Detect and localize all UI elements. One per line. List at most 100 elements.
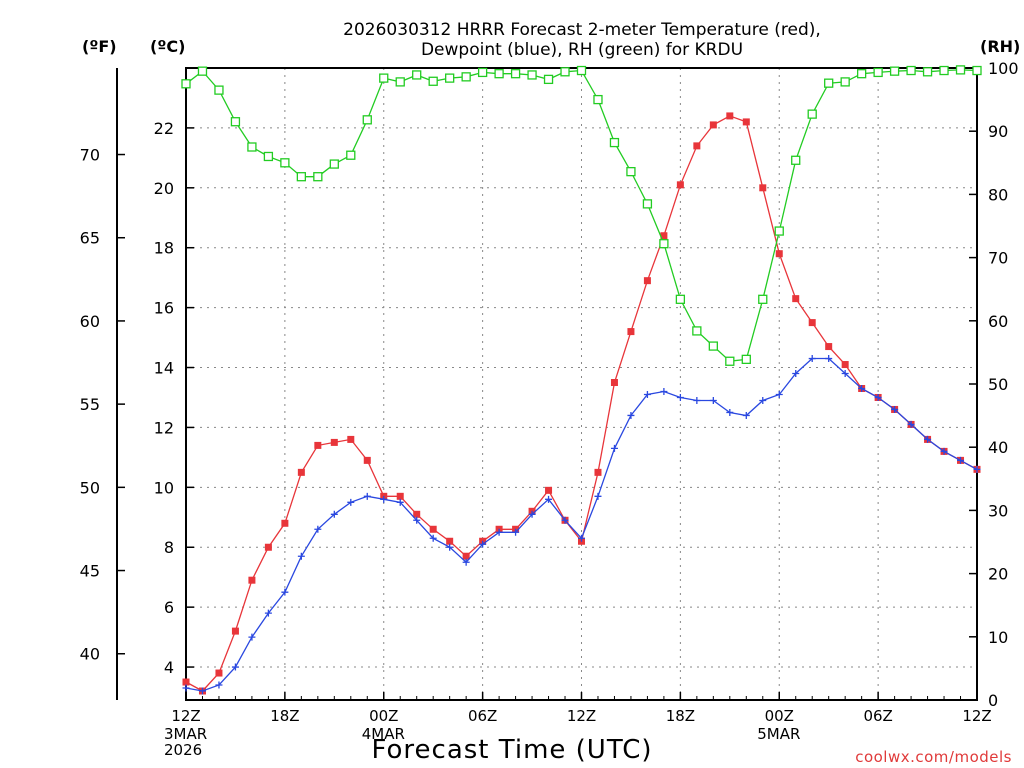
dewpoint-point	[907, 420, 915, 428]
rh-point	[214, 85, 224, 95]
rh-tick-label: 40	[988, 438, 1008, 457]
rh-tick-label: 10	[988, 628, 1008, 647]
rh-point	[609, 137, 620, 148]
celsius-axis-unit: (ºC)	[150, 37, 185, 56]
rh-point	[477, 67, 488, 78]
rh-tick-label: 90	[988, 122, 1008, 141]
celsius-tick-label: 10	[154, 478, 174, 497]
celsius-tick-label: 16	[154, 299, 174, 318]
x-date-label: 2026	[164, 741, 202, 759]
rh-point	[181, 79, 191, 89]
rh-point	[230, 117, 241, 127]
dewpoint-point	[396, 498, 404, 506]
rh-point	[626, 166, 636, 177]
celsius-tick-label: 12	[154, 418, 174, 437]
rh-point	[296, 172, 307, 182]
rh-tick-label: 70	[988, 249, 1008, 268]
dewpoint-point	[924, 435, 932, 443]
fahrenheit-tick-label: 65	[80, 229, 100, 248]
celsius-tick-label: 22	[154, 119, 174, 138]
rh-point	[873, 67, 883, 78]
dewpoint-point	[330, 510, 338, 518]
dewpoint-point	[874, 393, 882, 401]
temperature-point	[363, 456, 371, 464]
temperature-point	[281, 519, 289, 527]
fahrenheit-tick-label: 40	[80, 645, 100, 664]
rh-point	[346, 150, 356, 160]
rh-point	[362, 115, 372, 125]
x-date-label: 3MAR	[164, 725, 207, 743]
rh-point	[510, 69, 521, 79]
temperature-point	[726, 112, 734, 120]
temperature-point	[676, 181, 684, 189]
x-tick-label: 06Z	[468, 707, 497, 725]
x-tick-label: 18Z	[666, 707, 695, 725]
dewpoint-point	[594, 492, 602, 500]
dewpoint-point	[479, 540, 487, 548]
dewpoint-point	[363, 492, 371, 500]
rh-point	[494, 69, 504, 79]
dewpoint-point	[347, 498, 355, 506]
dewpoint-point	[627, 411, 635, 419]
dewpoint-point	[446, 543, 454, 551]
rh-point	[774, 226, 784, 236]
x-tick-label: 00Z	[765, 707, 794, 725]
x-date-label: 5MAR	[757, 725, 800, 743]
rh-tick-label: 30	[988, 501, 1008, 520]
dewpoint-point	[231, 663, 239, 671]
rh-point	[659, 239, 669, 249]
rh-point	[889, 66, 900, 76]
dewpoint-point	[281, 588, 289, 596]
rh-axis-unit: (RH)	[980, 37, 1020, 56]
rh-point	[758, 294, 768, 304]
rh-point	[824, 78, 834, 88]
dewpoint-point	[462, 558, 470, 566]
rh-point	[543, 74, 554, 85]
dewpoint-point	[198, 687, 206, 695]
celsius-tick-label: 8	[164, 538, 174, 557]
x-date-label: 4MAR	[362, 725, 405, 743]
fahrenheit-tick-label: 60	[80, 312, 100, 331]
temperature-point	[330, 438, 338, 446]
temperature-point	[709, 121, 717, 129]
temperature-point	[248, 576, 256, 584]
dewpoint-point	[775, 390, 783, 398]
fahrenheit-axis-unit: (ºF)	[82, 37, 117, 56]
rh-point	[791, 155, 801, 165]
dewpoint-point	[808, 355, 816, 363]
rh-point	[692, 326, 702, 336]
rh-tick-label: 20	[988, 565, 1008, 584]
dewpoint-point	[841, 370, 849, 378]
temperature-point	[446, 537, 454, 545]
rh-point	[412, 70, 422, 80]
dewpoint-point	[264, 609, 272, 617]
dewpoint-point	[957, 456, 965, 464]
dewpoint-point	[676, 393, 684, 401]
temperature-point	[413, 510, 421, 518]
rh-point	[955, 65, 966, 75]
temperature-point	[742, 118, 750, 126]
rh-point	[856, 69, 867, 79]
dewpoint-point	[380, 495, 388, 503]
rh-point	[741, 354, 751, 365]
celsius-tick-label: 14	[154, 359, 174, 378]
rh-point	[922, 67, 933, 77]
rh-point	[527, 70, 537, 80]
rh-point	[725, 356, 735, 366]
temperature-point	[297, 468, 305, 476]
dewpoint-point	[429, 534, 437, 542]
dewpoint-point	[248, 633, 256, 641]
celsius-tick-label: 4	[164, 658, 174, 677]
series-layer	[181, 65, 982, 695]
dewpoint-point	[561, 516, 569, 524]
temperature-point	[693, 142, 701, 150]
dewpoint-point	[545, 495, 553, 503]
temperature-point	[841, 361, 849, 369]
temperature-point	[264, 543, 272, 551]
fahrenheit-tick-label: 50	[80, 478, 100, 497]
dewpoint-point	[693, 396, 701, 404]
rh-tick-label: 80	[988, 185, 1008, 204]
rh-point	[840, 77, 850, 87]
temperature-point	[825, 343, 833, 351]
rh-point	[263, 151, 274, 162]
